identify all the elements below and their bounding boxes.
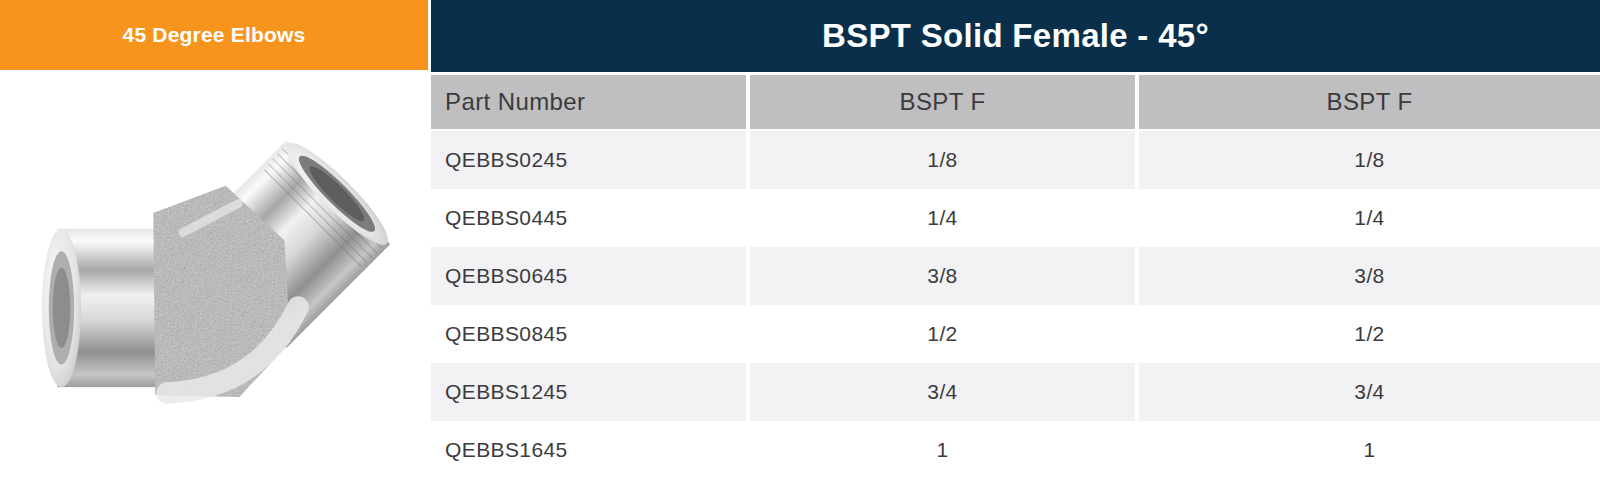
table-row: QEBBS0845 1/2 1/2 <box>431 305 1600 363</box>
bspt-f-cell: 3/4 <box>1135 363 1600 421</box>
table-row: QEBBS0245 1/8 1/8 <box>431 131 1600 189</box>
table-row: QEBBS1245 3/4 3/4 <box>431 363 1600 421</box>
right-panel: BSPT Solid Female - 45° Part Number BSPT… <box>431 0 1600 480</box>
table-row: QEBBS0445 1/4 1/4 <box>431 189 1600 247</box>
part-number-cell: QEBBS0845 <box>431 305 746 363</box>
table-title-bar: BSPT Solid Female - 45° <box>431 0 1600 72</box>
catalog-page: 45 Degree Elbows <box>0 0 1600 480</box>
part-number-cell: QEBBS0245 <box>431 131 746 189</box>
column-header-bspt-f-2: BSPT F <box>1135 75 1600 129</box>
bspt-f-cell: 1/4 <box>746 189 1135 247</box>
bspt-f-cell: 1/8 <box>746 131 1135 189</box>
category-header: 45 Degree Elbows <box>0 0 428 70</box>
column-header-part-number: Part Number <box>431 75 746 129</box>
bspt-f-cell: 1/2 <box>1135 305 1600 363</box>
part-number-cell: QEBBS1645 <box>431 421 746 479</box>
bspt-f-cell: 3/8 <box>1135 247 1600 305</box>
left-socket <box>42 229 173 387</box>
table-row: QEBBS1645 1 1 <box>431 421 1600 479</box>
part-number-cell: QEBBS0445 <box>431 189 746 247</box>
table-title: BSPT Solid Female - 45° <box>822 17 1209 55</box>
table-header-row: Part Number BSPT F BSPT F <box>431 75 1600 129</box>
table-row: QEBBS0645 3/8 3/8 <box>431 247 1600 305</box>
part-number-cell: QEBBS0645 <box>431 247 746 305</box>
bspt-f-cell: 3/4 <box>746 363 1135 421</box>
table-body: QEBBS0245 1/8 1/8 QEBBS0445 1/4 1/4 QEBB… <box>431 131 1600 479</box>
bspt-f-cell: 1/4 <box>1135 189 1600 247</box>
parts-table: Part Number BSPT F BSPT F QEBBS0245 1/8 … <box>431 75 1600 479</box>
bspt-f-cell: 1 <box>1135 421 1600 479</box>
bspt-f-cell: 3/8 <box>746 247 1135 305</box>
bspt-f-cell: 1/8 <box>1135 131 1600 189</box>
elbow-fitting-image <box>38 132 390 432</box>
bspt-f-cell: 1/2 <box>746 305 1135 363</box>
category-label: 45 Degree Elbows <box>123 23 306 47</box>
column-header-bspt-f-1: BSPT F <box>746 75 1135 129</box>
product-photo <box>38 98 390 466</box>
bspt-f-cell: 1 <box>746 421 1135 479</box>
left-panel: 45 Degree Elbows <box>0 0 428 480</box>
part-number-cell: QEBBS1245 <box>431 363 746 421</box>
